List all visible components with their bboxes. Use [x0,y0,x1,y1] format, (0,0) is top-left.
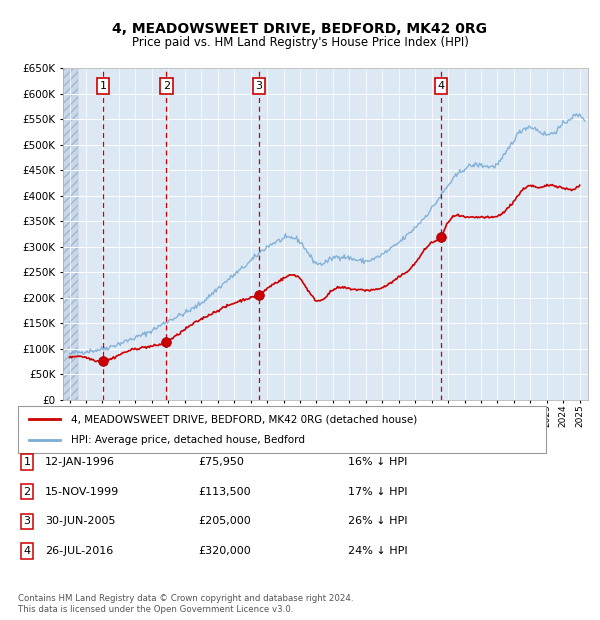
FancyBboxPatch shape [18,406,546,453]
Text: 26-JUL-2016: 26-JUL-2016 [45,546,113,556]
Text: 4, MEADOWSWEET DRIVE, BEDFORD, MK42 0RG (detached house): 4, MEADOWSWEET DRIVE, BEDFORD, MK42 0RG … [71,414,417,424]
Text: £75,950: £75,950 [198,457,244,467]
Text: 1: 1 [23,457,31,467]
Text: 4, MEADOWSWEET DRIVE, BEDFORD, MK42 0RG: 4, MEADOWSWEET DRIVE, BEDFORD, MK42 0RG [113,22,487,36]
Text: 24% ↓ HPI: 24% ↓ HPI [348,546,407,556]
Text: 16% ↓ HPI: 16% ↓ HPI [348,457,407,467]
Text: 30-JUN-2005: 30-JUN-2005 [45,516,115,526]
Text: Price paid vs. HM Land Registry's House Price Index (HPI): Price paid vs. HM Land Registry's House … [131,36,469,49]
Text: 3: 3 [256,81,262,91]
Text: 15-NOV-1999: 15-NOV-1999 [45,487,119,497]
Text: 2: 2 [23,487,31,497]
Bar [63,68,78,400]
Text: 17% ↓ HPI: 17% ↓ HPI [348,487,407,497]
Text: 4: 4 [23,546,31,556]
Text: 1: 1 [100,81,107,91]
Text: Contains HM Land Registry data © Crown copyright and database right 2024.
This d: Contains HM Land Registry data © Crown c… [18,595,353,614]
Text: 2: 2 [163,81,170,91]
Text: £205,000: £205,000 [198,516,251,526]
Text: 12-JAN-1996: 12-JAN-1996 [45,457,115,467]
Text: £320,000: £320,000 [198,546,251,556]
Text: 3: 3 [23,516,31,526]
Text: 4: 4 [437,81,445,91]
Text: £113,500: £113,500 [198,487,251,497]
Text: 26% ↓ HPI: 26% ↓ HPI [348,516,407,526]
Text: HPI: Average price, detached house, Bedford: HPI: Average price, detached house, Bedf… [71,435,305,445]
